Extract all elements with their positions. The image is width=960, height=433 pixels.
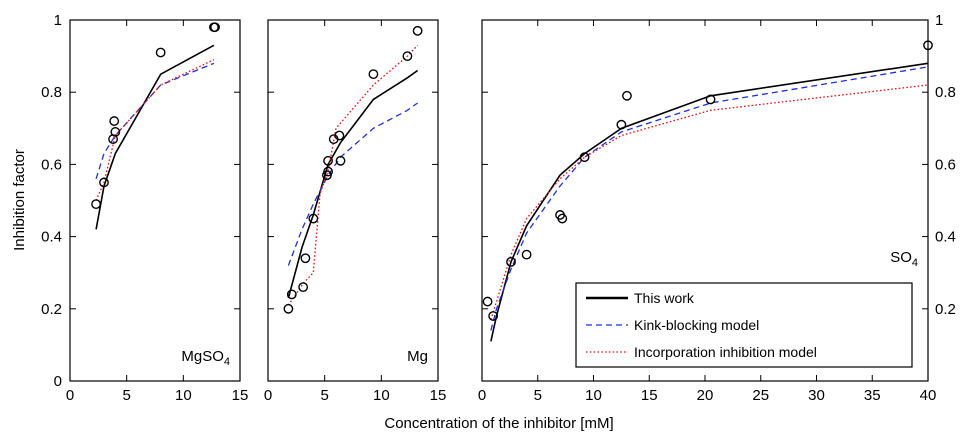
y-tick-label-right: 0.6 — [935, 156, 956, 173]
series-line-kink-blocking-model — [287, 102, 418, 266]
panel-frame — [267, 19, 439, 382]
data-point — [109, 116, 120, 126]
data-point — [579, 152, 590, 163]
data-point — [323, 166, 333, 177]
y-tick-label: 0.8 — [41, 84, 62, 101]
x-tick-label: 35 — [864, 387, 881, 404]
x-tick-label: 0 — [66, 387, 74, 404]
x-tick-label: 10 — [175, 387, 192, 404]
data-point — [616, 119, 627, 130]
x-tick-label: 0 — [478, 387, 486, 404]
y-tick-label: 0.4 — [41, 229, 62, 246]
data-point — [412, 25, 423, 36]
data-point — [283, 303, 294, 314]
legend-label: Kink-blocking model — [634, 317, 759, 333]
y-axis-title: Inhibition factor — [11, 149, 28, 251]
data-point — [488, 311, 499, 321]
data-point — [110, 127, 121, 137]
panel-label: MgSO4 — [181, 348, 230, 368]
y-tick-label: 1 — [54, 12, 62, 29]
data-point — [506, 256, 516, 267]
y-tick-label: 0 — [54, 373, 62, 390]
data-point — [323, 155, 333, 166]
data-point — [334, 130, 345, 141]
legend-box — [575, 282, 913, 368]
series-line-kink-blocking-model — [95, 62, 215, 179]
x-tick-label: 15 — [232, 387, 249, 404]
x-tick-label: 40 — [920, 387, 937, 404]
data-point — [308, 213, 319, 224]
x-tick-label: 10 — [585, 387, 602, 404]
y-tick-label: 0.6 — [41, 156, 62, 173]
x-axis-title: Concentration of the inhibitor [mM] — [384, 415, 613, 432]
data-point — [155, 47, 166, 58]
x-tick-label: 5 — [534, 387, 542, 404]
data-point — [335, 155, 346, 166]
x-tick-label: 30 — [808, 387, 825, 404]
data-point — [286, 289, 297, 300]
data-point — [705, 94, 716, 105]
y-tick-label-right: 0.4 — [935, 229, 956, 246]
x-tick-label: 15 — [430, 387, 447, 404]
series-line-this-work — [95, 44, 215, 230]
data-point — [923, 40, 933, 51]
x-tick-label: 10 — [373, 387, 390, 404]
series-line-this-work — [490, 62, 929, 342]
data-point — [368, 69, 379, 80]
x-tick-label: 5 — [320, 387, 328, 404]
x-tick-label: 0 — [264, 387, 272, 404]
data-point — [210, 22, 220, 33]
data-point — [402, 51, 413, 61]
legend-label: This work — [634, 290, 695, 306]
data-point — [99, 177, 109, 188]
series-line-incorporation-inhibition-model — [95, 59, 215, 201]
x-tick-label: 15 — [641, 387, 658, 404]
panel-label: SO4 — [890, 249, 918, 269]
y-tick-label-right: 1 — [935, 12, 943, 29]
x-tick-label: 25 — [752, 387, 769, 404]
y-tick-label: 0.2 — [41, 301, 62, 318]
series-line-kink-blocking-model — [490, 66, 929, 331]
data-point — [300, 253, 311, 264]
data-point — [622, 90, 632, 101]
data-point — [521, 249, 532, 260]
legend: This work Kink-blocking model Incorporatio… — [575, 282, 913, 368]
data-point — [557, 213, 568, 224]
panel-2: 0 5 10 15 Mg — [264, 19, 447, 404]
series-line-incorporation-inhibition-model — [287, 44, 419, 306]
y-tick-label-right: 0.8 — [935, 84, 956, 101]
panel-frame — [69, 19, 241, 382]
legend-label: Incorporation inhibition model — [634, 344, 817, 360]
data-point — [298, 282, 309, 293]
series-line-incorporation-inhibition-model — [490, 84, 929, 320]
x-tick-label: 5 — [122, 387, 130, 404]
data-point — [482, 296, 493, 307]
x-tick-label: 20 — [697, 387, 714, 404]
panel-label: Mg — [407, 348, 428, 365]
series-line-this-work — [287, 69, 419, 299]
y-tick-label-right: 0.2 — [935, 301, 956, 318]
data-point — [91, 199, 101, 210]
